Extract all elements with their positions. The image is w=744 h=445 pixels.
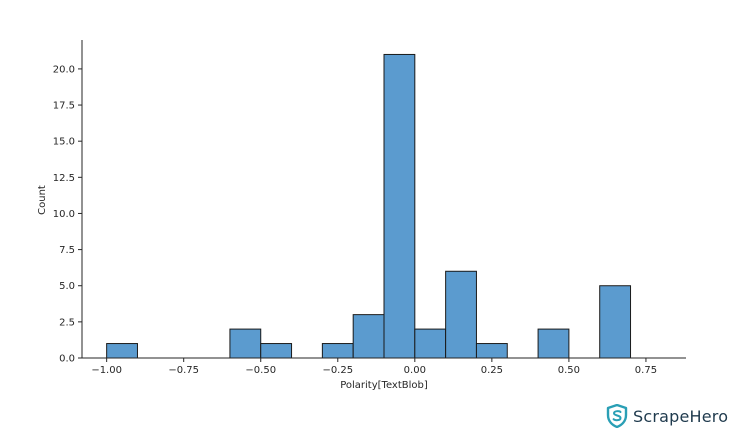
y-tick-label-2: 5.0 <box>59 281 75 292</box>
histogram-bar-2 <box>260 343 293 359</box>
histogram-bar-4 <box>352 314 385 359</box>
y-tick-label-8: 20.0 <box>53 64 75 75</box>
x-tick-label-1: −0.75 <box>168 365 199 376</box>
bars-group <box>106 53 632 359</box>
histogram-bar-6 <box>414 328 447 359</box>
x-tick-label-2: −0.50 <box>245 365 276 376</box>
y-tick-label-1: 2.5 <box>59 317 75 328</box>
histogram-bar-1 <box>229 328 262 359</box>
histogram-bar-9 <box>537 328 570 359</box>
x-axis-label: Polarity[TextBlob] <box>340 380 428 391</box>
y-tick-label-0: 0.0 <box>59 354 75 365</box>
y-axis-label: Count <box>37 185 48 215</box>
y-tick-label-5: 12.5 <box>53 173 75 184</box>
x-ticks-group: −1.00 −0.75 −0.50 −0.25 0.00 0.25 0.50 0.75 <box>91 358 657 376</box>
histogram-bar-8 <box>475 343 508 359</box>
y-tick-label-3: 7.5 <box>59 245 75 256</box>
brand-name: ScrapeHero <box>633 406 729 426</box>
histogram-bar-10 <box>599 285 632 359</box>
scrapehero-logo: ScrapeHero <box>606 404 728 428</box>
y-tick-label-7: 17.5 <box>53 101 75 112</box>
x-tick-label-3: −0.25 <box>322 365 353 376</box>
x-tick-label-7: 0.75 <box>635 365 657 376</box>
x-tick-label-4: 0.00 <box>404 365 426 376</box>
y-tick-label-4: 10.0 <box>53 209 75 220</box>
x-tick-label-6: 0.50 <box>558 365 580 376</box>
histogram-bar-3 <box>321 343 354 359</box>
histogram-bar-0 <box>106 343 138 359</box>
shield-s-icon <box>606 404 628 428</box>
y-tick-label-6: 15.0 <box>53 137 75 148</box>
x-tick-label-5: 0.25 <box>481 365 503 376</box>
x-tick-label-0: −1.00 <box>91 365 122 376</box>
histogram-bar-7 <box>445 270 477 359</box>
histogram-bar-5 <box>383 53 416 359</box>
y-ticks-group: 0.0 2.5 5.0 7.5 10.0 12.5 15.0 17.5 20.0 <box>53 64 82 365</box>
